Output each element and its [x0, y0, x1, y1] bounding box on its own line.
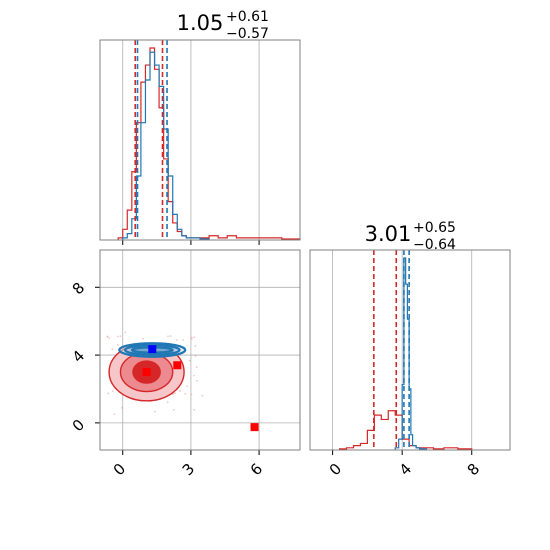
panel-joint-xy	[95, 249, 301, 455]
scatter-point	[108, 337, 111, 340]
scatter-point	[184, 392, 187, 395]
scatter-point	[111, 348, 114, 351]
scatter-point	[196, 379, 198, 382]
title-bottom-right-value: 3.01	[365, 222, 412, 246]
scatter-point	[190, 338, 193, 340]
scatter-point	[142, 337, 144, 340]
histogram-red	[117, 47, 301, 240]
panel-frame	[309, 249, 511, 451]
scatter-point	[116, 344, 119, 346]
scatter-point	[182, 339, 185, 341]
scatter-point	[192, 374, 195, 377]
tick-label-br-x-0: 0	[326, 460, 345, 479]
marker-blue-3	[148, 345, 157, 354]
scatter-point	[190, 336, 193, 339]
panel-marginal-x	[99, 39, 301, 245]
marker-red-1	[173, 361, 182, 370]
panel-frame	[99, 249, 301, 451]
tick-label-x-0: 0	[110, 460, 129, 479]
scatter-point	[175, 339, 178, 341]
title-top-left-sup: +0.61	[226, 9, 269, 25]
title-bottom-right-sup: +0.65	[413, 220, 456, 236]
scatter-point	[111, 390, 114, 393]
tick-label-y-0: 0	[69, 416, 88, 435]
scatter-point	[106, 336, 109, 338]
title-top-left-sub: −0.57	[226, 26, 269, 42]
scatter-point	[194, 355, 197, 357]
scatter-point	[188, 359, 191, 362]
tick-label-br-x-4: 4	[396, 460, 415, 479]
title-top-left-value: 1.05	[177, 11, 224, 35]
title-bottom-right: 3.01	[365, 222, 412, 246]
scatter-point	[190, 393, 193, 396]
tick-label-y-4: 4	[69, 347, 88, 366]
scatter-point	[153, 410, 156, 413]
histogram-red	[338, 410, 473, 450]
tick-label-br-x-8: 8	[464, 460, 483, 479]
scatter-point	[172, 393, 174, 396]
tick-label-x-6: 6	[247, 460, 266, 479]
scatter-point	[186, 385, 189, 388]
scatter-point	[179, 390, 181, 392]
tick-label-x-3: 3	[179, 460, 198, 479]
marker-red-0	[142, 368, 151, 377]
scatter-point	[194, 345, 197, 347]
scatter-point	[193, 336, 196, 339]
scatter-point	[173, 408, 175, 411]
scatter-point	[124, 331, 127, 334]
scatter-point	[195, 366, 198, 369]
scatter-point	[113, 413, 116, 416]
scatter-point	[193, 408, 195, 411]
scatter-point	[201, 394, 204, 397]
scatter-point	[116, 335, 119, 338]
scatter-point	[119, 335, 122, 338]
tick-label-y-8: 8	[69, 279, 88, 298]
title-top-left: 1.05	[177, 11, 224, 35]
scatter-point	[173, 392, 176, 395]
panel-frame	[99, 39, 301, 241]
panel-marginal-y	[309, 249, 511, 455]
scatter-point	[107, 392, 110, 395]
scatter-point	[166, 401, 169, 404]
marker-red-2	[250, 423, 259, 432]
scatter-point	[121, 406, 123, 409]
title-bottom-right-sub: −0.64	[413, 237, 456, 253]
histogram-blue	[394, 257, 428, 450]
scatter-point	[169, 335, 172, 337]
scatter-point	[167, 335, 169, 338]
